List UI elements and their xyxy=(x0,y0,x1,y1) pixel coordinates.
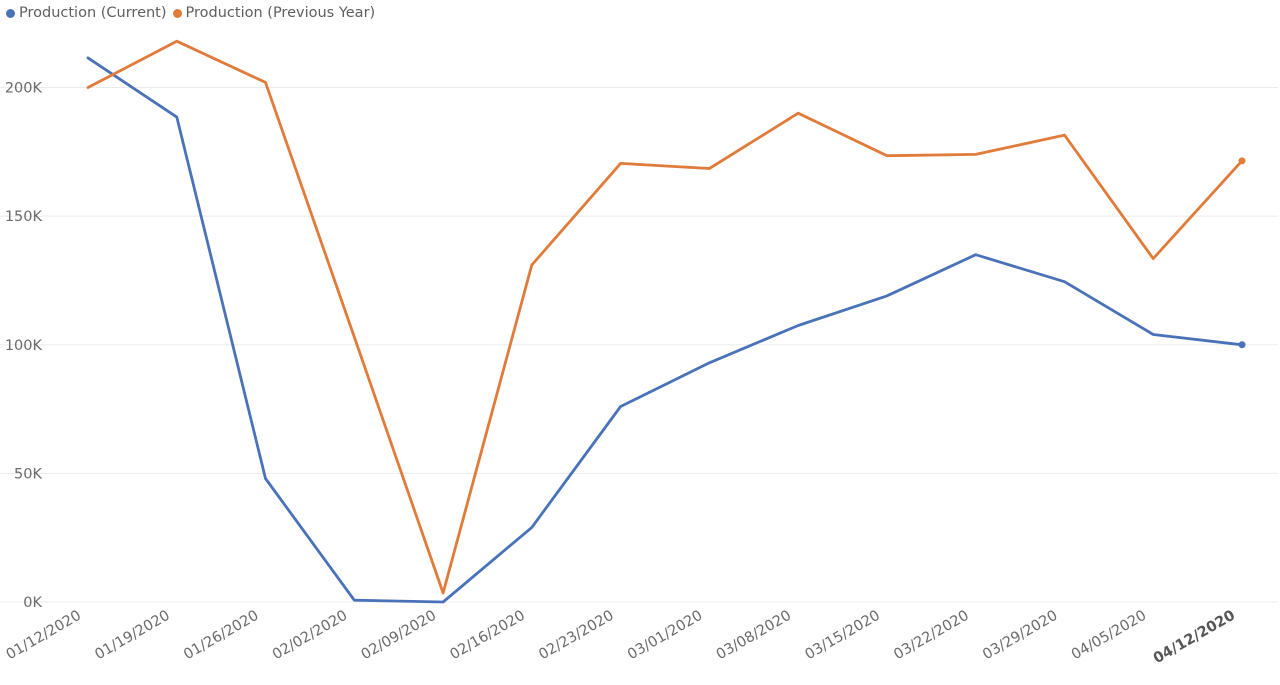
legend-marker-current xyxy=(6,8,15,18)
x-tick-label: 02/23/2020 xyxy=(536,608,616,664)
x-tick-label: 03/01/2020 xyxy=(625,608,705,664)
y-axis: 0K 50K 100K 150K 200K xyxy=(5,81,43,612)
x-tick-label: 03/08/2020 xyxy=(714,608,794,664)
x-tick-label: 04/12/2020 xyxy=(1151,608,1238,668)
chart-legend: Production (Current) Production (Previou… xyxy=(6,3,381,23)
x-tick-label: 02/02/2020 xyxy=(270,608,350,664)
x-tick-label: 02/16/2020 xyxy=(447,608,527,664)
x-tick-label: 03/15/2020 xyxy=(803,608,883,664)
series-line-1 xyxy=(86,39,1244,595)
series-end-point-0 xyxy=(1238,341,1246,349)
legend-marker-previous-year xyxy=(172,8,182,18)
y-tick-label: 50K xyxy=(14,466,42,482)
legend-item-previous-year[interactable]: Production (Previous Year) xyxy=(172,5,376,21)
series-lines xyxy=(86,39,1246,604)
legend-item-current[interactable]: Production (Current) xyxy=(6,5,167,21)
legend-label-previous-year: Production (Previous Year) xyxy=(185,5,376,21)
series-line-0 xyxy=(86,56,1244,604)
x-tick-label: 01/12/2020 xyxy=(4,608,84,664)
y-tick-label: 100K xyxy=(5,338,43,354)
y-tick-label: 200K xyxy=(5,81,43,97)
gridlines xyxy=(0,87,1278,603)
y-tick-label: 150K xyxy=(5,209,43,225)
x-tick-label: 01/19/2020 xyxy=(92,608,172,664)
x-tick-label: 03/22/2020 xyxy=(891,608,971,664)
x-tick-label: 04/05/2020 xyxy=(1069,608,1149,664)
x-tick-label: 03/29/2020 xyxy=(980,608,1060,664)
x-axis: 01/12/2020 01/19/2020 01/26/2020 02/02/2020… xyxy=(4,608,1238,668)
series-end-point-1 xyxy=(1238,157,1246,165)
y-tick-label: 0K xyxy=(23,595,42,611)
legend-label-current: Production (Current) xyxy=(19,5,167,21)
x-tick-label: 01/26/2020 xyxy=(181,608,261,664)
x-tick-label: 02/09/2020 xyxy=(359,608,439,664)
